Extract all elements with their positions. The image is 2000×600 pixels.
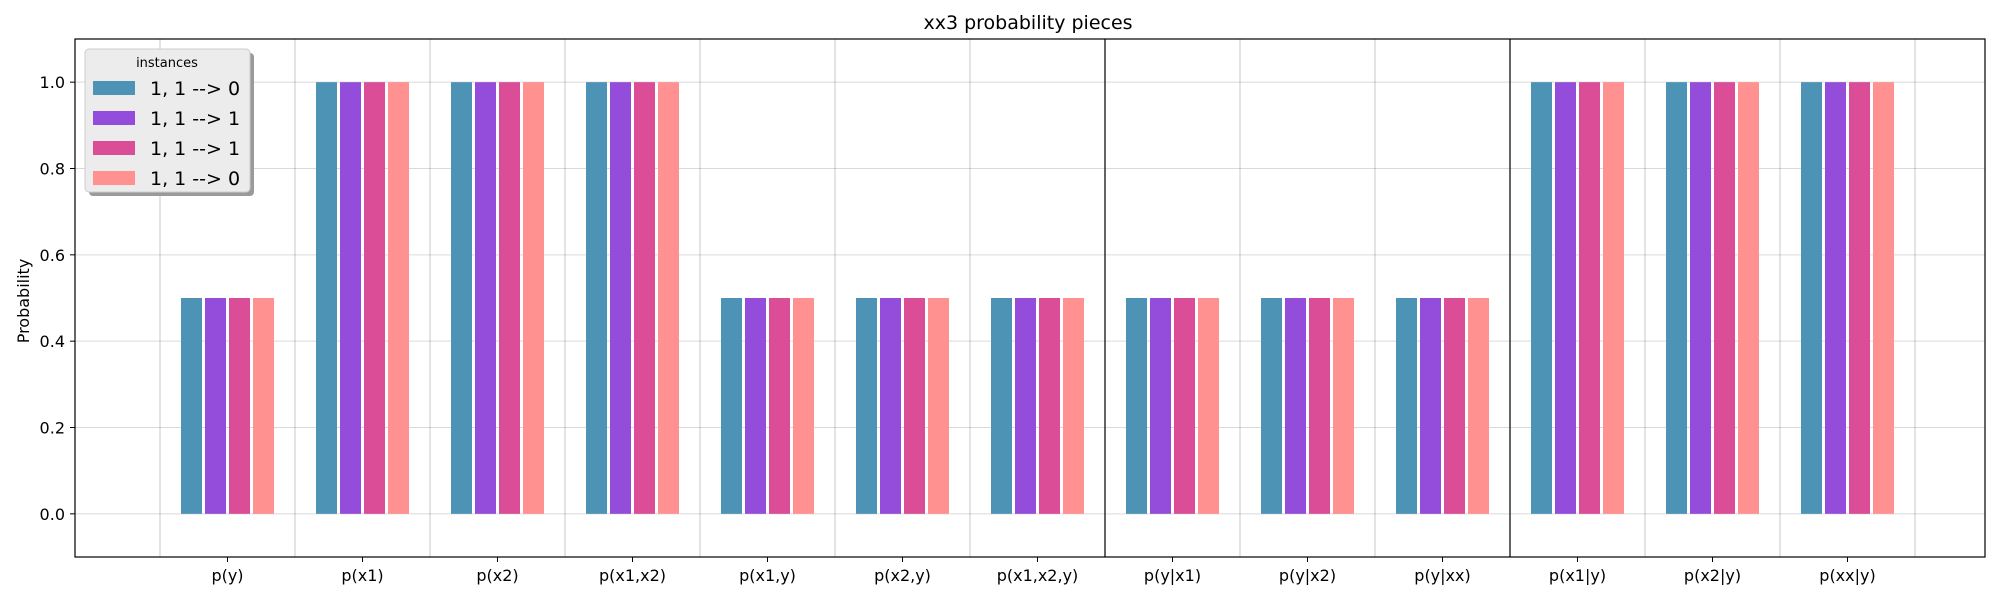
bar xyxy=(1873,82,1894,514)
bar xyxy=(658,82,679,514)
bar xyxy=(1579,82,1600,514)
x-tick-label: p(y) xyxy=(211,566,243,585)
legend-items: 1, 1 --> 0 1, 1 --> 1 1, 1 --> 1 1, 1 --> 0 xyxy=(93,78,240,190)
legend-title: instances xyxy=(136,56,198,71)
x-tick-label: p(y|x2) xyxy=(1279,566,1336,585)
x-tick-label: p(x1,x2,y) xyxy=(997,566,1079,585)
y-axis-label: Probability xyxy=(14,259,33,344)
y-tick-label: 0.6 xyxy=(40,246,65,265)
bar xyxy=(1714,82,1735,514)
legend-swatch xyxy=(93,171,135,185)
bar xyxy=(1198,298,1219,514)
bar xyxy=(856,298,877,514)
x-tick-label: p(x2|y) xyxy=(1684,566,1741,585)
bar xyxy=(475,82,496,514)
chart-title: xx3 probability pieces xyxy=(923,12,1132,34)
bar xyxy=(1333,298,1354,514)
bars xyxy=(181,82,1894,514)
y-axis: 0.0 0.2 0.4 0.6 0.8 1.0 xyxy=(40,73,75,524)
plot-frame xyxy=(74,38,1986,558)
x-tick-label: p(x2) xyxy=(476,566,518,585)
bar xyxy=(316,82,337,514)
bar xyxy=(1690,82,1711,514)
bar xyxy=(1126,298,1147,514)
y-tick-label: 0.8 xyxy=(40,160,65,179)
bar xyxy=(523,82,544,514)
bar xyxy=(586,82,607,514)
x-tick-label: p(x1,x2) xyxy=(599,566,666,585)
bar xyxy=(451,82,472,514)
bar xyxy=(1063,298,1084,514)
group-separators xyxy=(1104,39,1511,557)
bar xyxy=(1015,298,1036,514)
bar xyxy=(1555,82,1576,514)
legend-swatch xyxy=(93,141,135,155)
bar xyxy=(340,82,361,514)
bar xyxy=(1039,298,1060,514)
x-tick-label: p(y|xx) xyxy=(1414,566,1470,585)
y-tick-label: 0.0 xyxy=(40,505,65,524)
bar xyxy=(181,298,202,514)
bar xyxy=(904,298,925,514)
bar xyxy=(1849,82,1870,514)
legend: instances 1, 1 --> 0 1, 1 --> 1 1, 1 --> 1… xyxy=(84,48,254,196)
bar xyxy=(253,298,274,514)
bar xyxy=(721,298,742,514)
bar xyxy=(229,298,250,514)
bar xyxy=(745,298,766,514)
x-tick-label: p(x1|y) xyxy=(1549,566,1606,585)
bar xyxy=(1444,298,1465,514)
bar xyxy=(880,298,901,514)
bar xyxy=(1666,82,1687,514)
x-tick-label: p(y|x1) xyxy=(1144,566,1201,585)
bar xyxy=(1150,298,1171,514)
bar xyxy=(991,298,1012,514)
bar xyxy=(1261,298,1282,514)
bar xyxy=(1285,298,1306,514)
bar xyxy=(205,298,226,514)
bar xyxy=(388,82,409,514)
x-tick-label: p(xx|y) xyxy=(1819,566,1875,585)
x-axis: p(y) p(x1) p(x2) p(x1,x2) p(x1,y) p(x2,y) p(x1… xyxy=(211,557,1876,585)
bar xyxy=(634,82,655,514)
bar xyxy=(1603,82,1624,514)
bar xyxy=(1309,298,1330,514)
legend-label: 1, 1 --> 1 xyxy=(150,108,240,130)
x-tick-label: p(x1,y) xyxy=(739,566,796,585)
bar xyxy=(499,82,520,514)
x-tick-label: p(x1) xyxy=(341,566,383,585)
bar xyxy=(793,298,814,514)
bar xyxy=(1396,298,1417,514)
y-tick-label: 1.0 xyxy=(40,73,65,92)
bar xyxy=(769,298,790,514)
legend-swatch xyxy=(93,81,135,95)
bar xyxy=(610,82,631,514)
bar xyxy=(1174,298,1195,514)
bar xyxy=(1801,82,1822,514)
bar xyxy=(1738,82,1759,514)
bar xyxy=(364,82,385,514)
bar xyxy=(1825,82,1846,514)
legend-label: 1, 1 --> 1 xyxy=(150,138,240,160)
bar xyxy=(1468,298,1489,514)
y-tick-label: 0.2 xyxy=(40,419,65,438)
bar xyxy=(1420,298,1441,514)
bar xyxy=(1531,82,1552,514)
x-tick-label: p(x2,y) xyxy=(874,566,931,585)
legend-label: 1, 1 --> 0 xyxy=(150,168,240,190)
legend-label: 1, 1 --> 0 xyxy=(150,78,240,100)
bar xyxy=(928,298,949,514)
legend-swatch xyxy=(93,111,135,125)
y-tick-label: 0.4 xyxy=(40,332,65,351)
